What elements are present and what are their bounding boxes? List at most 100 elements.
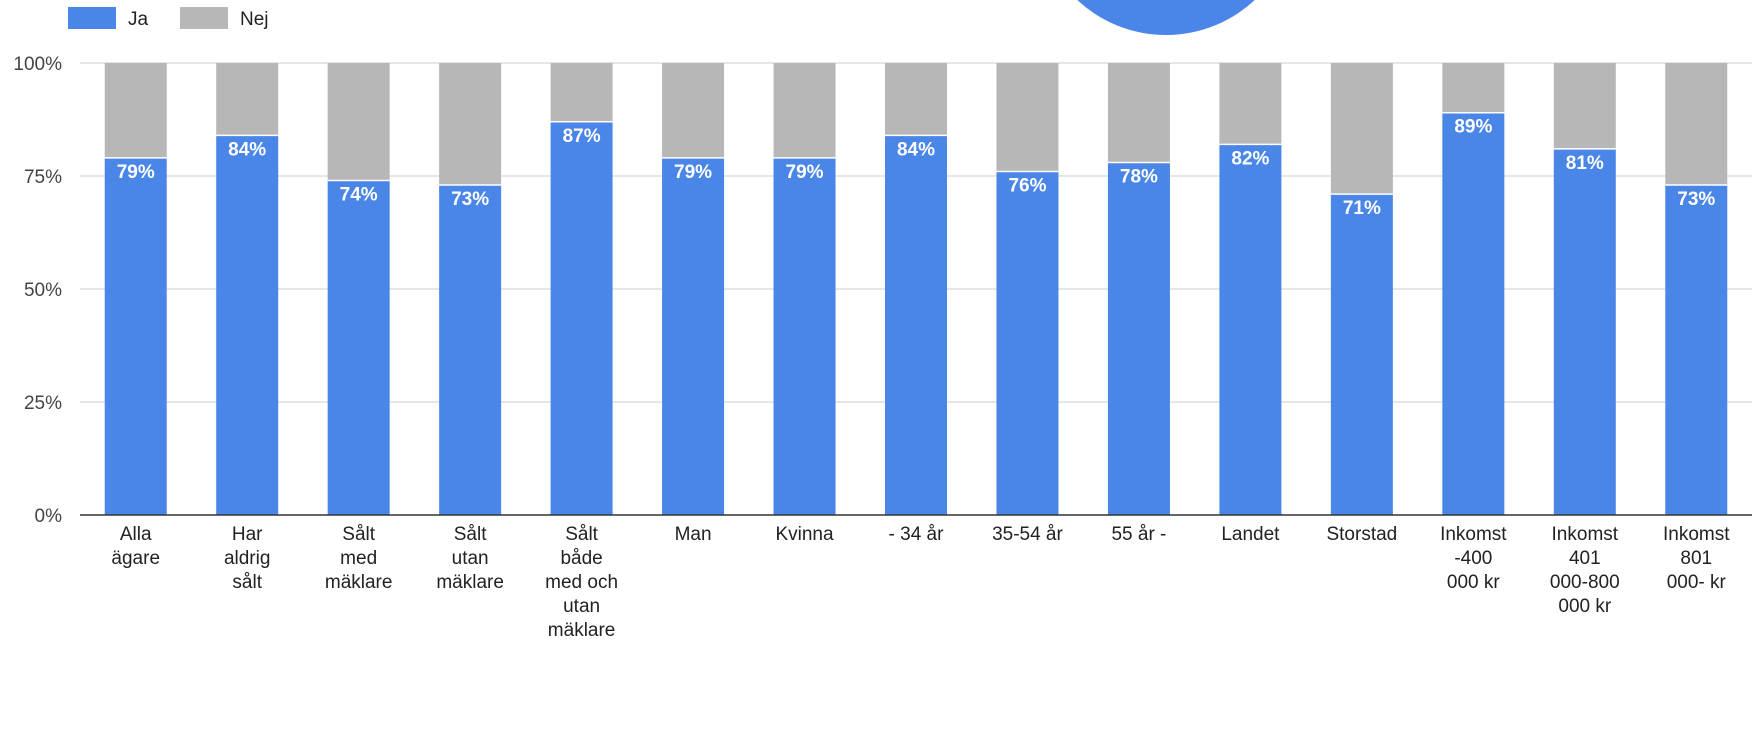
x-category-label-line: 000-800: [1550, 572, 1620, 593]
x-category-label-line: aldrig: [224, 548, 270, 569]
data-labels: 79% 84% 74% 73% 87% 79% 79% 84% 76% 78% 82% 71% 89% 8…: [117, 117, 1716, 219]
x-category-label-line: 000 kr: [1558, 596, 1611, 617]
x-category-label-line: 000 kr: [1447, 572, 1500, 593]
bar-ja: [550, 121, 613, 515]
x-category-label-line: mäklare: [548, 620, 616, 641]
x-category-label-line: Man: [675, 524, 712, 545]
bar-nej: [773, 63, 836, 158]
bar-nej: [550, 63, 613, 122]
x-category-label-line: utan: [563, 596, 600, 617]
x-category-label: Inkomst 801 000- kr: [1663, 524, 1730, 593]
bar-nej: [885, 63, 947, 136]
x-category-label-line: Inkomst: [1552, 524, 1619, 545]
x-category-label: Sålt med mäklare: [325, 524, 393, 593]
decor-layer: [1077, 0, 1255, 35]
x-category-label-line: Kvinna: [775, 524, 834, 545]
x-category-label-line: Inkomst: [1663, 524, 1730, 545]
x-category-label-line: sålt: [232, 572, 262, 593]
bar-nej: [439, 63, 502, 186]
bar-ja: [1330, 194, 1393, 515]
y-tick-label: 0%: [35, 506, 63, 527]
bar-nej: [1219, 63, 1282, 145]
x-category-label-line: mäklare: [436, 572, 504, 593]
bar-ja: [1553, 148, 1616, 515]
x-category-label-line: 000- kr: [1667, 572, 1727, 593]
data-label: 82%: [1231, 148, 1269, 169]
x-category-label-line: 35-54 år: [992, 524, 1063, 545]
data-label: 84%: [897, 139, 935, 160]
x-category-label: Kvinna: [775, 524, 834, 545]
data-label: 78%: [1120, 166, 1158, 187]
bar-nej: [996, 63, 1059, 172]
bar-ja: [1665, 185, 1728, 516]
data-label: 71%: [1343, 198, 1381, 219]
x-category-label-line: 55 år -: [1111, 524, 1166, 545]
x-category-label-line: -400: [1454, 548, 1492, 569]
axes: 0% 25% 50% 75% 100% Alla ägare Har aldrig sålt Sål…: [13, 54, 1752, 641]
x-category-label-line: Sålt: [342, 524, 375, 545]
bar-ja: [885, 135, 947, 515]
bar-ja: [662, 157, 725, 516]
bar-nej: [1107, 63, 1170, 163]
data-label: 74%: [340, 185, 378, 206]
x-category-label: Inkomst -400 000 kr: [1440, 524, 1507, 593]
data-label: 73%: [1677, 189, 1715, 210]
data-label: 76%: [1008, 175, 1046, 196]
bars: [104, 63, 1728, 516]
decorative-circle: [1077, 0, 1255, 35]
x-category-label: Har aldrig sålt: [224, 524, 270, 593]
x-category-label: Storstad: [1326, 524, 1397, 545]
x-category-label-line: utan: [452, 548, 489, 569]
x-category-label-line: Sålt: [454, 524, 487, 545]
bar-ja: [104, 157, 167, 516]
data-label: 79%: [117, 162, 155, 183]
bar-nej: [104, 63, 167, 158]
x-category-label: 55 år -: [1111, 524, 1166, 545]
x-category-label-line: ägare: [111, 548, 160, 569]
data-label: 84%: [228, 139, 266, 160]
x-category-label-line: 401: [1569, 548, 1601, 569]
bar-ja: [1442, 112, 1505, 515]
bar-nej: [1442, 63, 1505, 113]
bar-ja: [773, 157, 836, 516]
legend-swatch-nej: [180, 7, 228, 29]
x-category-label-line: Sålt: [565, 524, 598, 545]
data-label: 79%: [786, 162, 824, 183]
data-label: 89%: [1454, 117, 1492, 138]
x-category-label: - 34 år: [889, 524, 945, 545]
y-tick-label: 50%: [24, 280, 62, 301]
x-category-label: Sålt både med och utan mäklare: [545, 524, 618, 641]
legend-label-nej: Nej: [240, 9, 269, 30]
bar-ja: [327, 180, 390, 515]
x-category-label: Inkomst 401 000-800 000 kr: [1550, 524, 1620, 617]
bar-nej: [327, 63, 390, 181]
bar-nej: [1665, 63, 1728, 186]
data-label: 79%: [674, 162, 712, 183]
bar-nej: [1553, 63, 1616, 149]
x-category-label-line: med och: [545, 572, 618, 593]
bar-ja: [216, 135, 279, 515]
bar-ja: [439, 185, 502, 516]
x-category-label-line: med: [340, 548, 377, 569]
x-category-label-line: Alla: [120, 524, 152, 545]
data-label: 81%: [1566, 153, 1604, 174]
legend-swatch-ja: [68, 7, 116, 29]
bar-nej: [216, 63, 279, 136]
x-category-label: Man: [675, 524, 712, 545]
x-category-label: Alla ägare: [111, 524, 160, 569]
x-category-label-line: Landet: [1221, 524, 1280, 545]
x-category-label-line: Har: [232, 524, 263, 545]
y-tick-label: 25%: [24, 393, 62, 414]
data-label: 73%: [451, 189, 489, 210]
bar-ja: [996, 171, 1059, 516]
x-category-label-line: 801: [1680, 548, 1712, 569]
x-category-label: Landet: [1221, 524, 1280, 545]
bar-ja: [1107, 162, 1170, 515]
y-tick-label: 100%: [13, 54, 62, 75]
legend: Ja Nej: [68, 7, 269, 30]
data-label: 87%: [563, 126, 601, 147]
bar-ja: [1219, 144, 1282, 516]
bar-nej: [1330, 63, 1393, 195]
